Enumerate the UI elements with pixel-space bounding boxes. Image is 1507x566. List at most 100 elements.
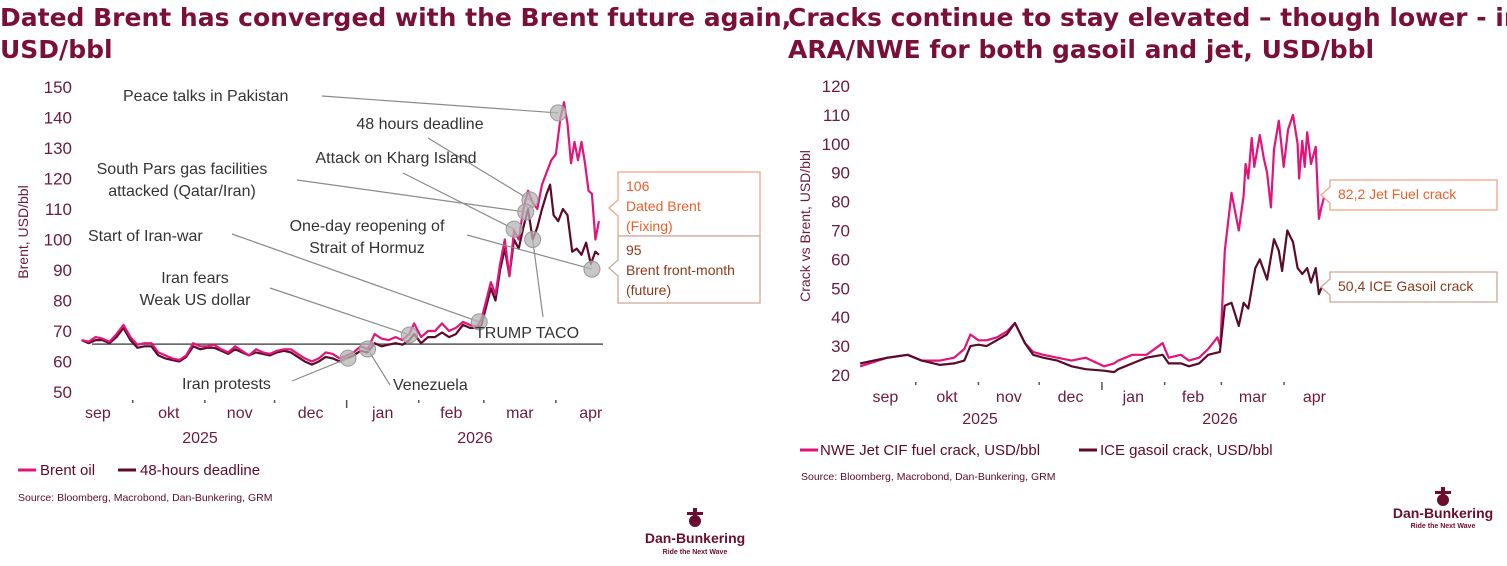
annotation-label: attacked (Qatar/Iran) bbox=[108, 183, 256, 200]
callout-text: 106 bbox=[626, 178, 650, 194]
y-tick-label: 50 bbox=[831, 279, 850, 298]
annotation-marker bbox=[470, 313, 488, 331]
y-tick-label: 50 bbox=[53, 383, 72, 402]
y-tick-label: 40 bbox=[831, 308, 850, 327]
annotation-leader-line bbox=[402, 172, 515, 230]
x-month-label: nov bbox=[227, 405, 253, 422]
legend-gasoil-crack: ICE gasoil crack, USD/bbl bbox=[1100, 442, 1273, 459]
annotation-leader-line bbox=[532, 239, 544, 318]
right-source: Source: Bloomberg, Macrobond, Dan-Bunker… bbox=[801, 471, 1055, 483]
y-tick-label: 100 bbox=[822, 135, 850, 154]
callout-box bbox=[608, 235, 761, 304]
callout-text: 82,2 Jet Fuel crack bbox=[1338, 186, 1457, 202]
annotation-marker bbox=[549, 104, 567, 122]
left-year-label-2025: 2025 bbox=[182, 430, 218, 447]
logo-mark-icon bbox=[1435, 487, 1451, 506]
x-month-label: apr bbox=[579, 405, 603, 422]
y-tick-label: 110 bbox=[823, 106, 850, 125]
right-legend: NWE Jet CIF fuel crack, USD/bbl ICE gaso… bbox=[800, 442, 1273, 459]
x-month-label: jan bbox=[371, 405, 393, 422]
left-year-label-2026: 2026 bbox=[457, 430, 493, 447]
legend-jet-crack: NWE Jet CIF fuel crack, USD/bbl bbox=[820, 442, 1040, 459]
x-month-label: nov bbox=[996, 389, 1022, 406]
y-tick-label: 110 bbox=[45, 200, 72, 219]
annotation-leader-line bbox=[231, 233, 480, 323]
left-series bbox=[81, 101, 600, 366]
annotation-marker bbox=[524, 231, 542, 248]
x-month-label: mar bbox=[506, 405, 534, 422]
annotation-label: Iran protests bbox=[182, 376, 271, 393]
callout-text: 95 bbox=[626, 242, 642, 258]
y-tick-label: 70 bbox=[53, 322, 72, 341]
annotation-label: Iran fears bbox=[161, 270, 229, 287]
y-tick-label: 100 bbox=[44, 231, 72, 250]
left-y-axis-title: Brent, USD/bbl bbox=[15, 185, 31, 278]
callout-text: Dated Brent bbox=[626, 198, 701, 214]
series-line-ice-gasoil-crack-usd-bbl bbox=[859, 229, 1325, 374]
logo-name: Dan-Bunkering bbox=[645, 530, 745, 546]
annotation-leader-line bbox=[296, 179, 526, 213]
y-tick-label: 120 bbox=[822, 77, 850, 96]
right-chart-title-line1: Cracks continue to stay elevated – thoug… bbox=[788, 3, 1507, 32]
logo-tagline: Ride the Next Wave bbox=[663, 549, 728, 556]
dan-bunkering-logo-right: Dan-Bunkering Ride the Next Wave bbox=[1393, 487, 1493, 530]
callout-box bbox=[1320, 271, 1498, 303]
y-tick-label: 90 bbox=[53, 261, 72, 280]
annotation-leader-line bbox=[321, 95, 559, 114]
annotation-label: Venezuela bbox=[393, 377, 468, 394]
left-x-axis: sep okt nov dec jan feb mar apr bbox=[85, 400, 603, 422]
y-tick-label: 130 bbox=[44, 139, 72, 158]
annotation-marker bbox=[505, 220, 523, 238]
right-series bbox=[859, 113, 1326, 374]
right-x-axis: sep okt nov dec jan feb mar apr bbox=[872, 382, 1327, 406]
annotation-leader-line bbox=[466, 234, 593, 270]
left-chart: Dated Brent has converged with the Brent… bbox=[0, 3, 791, 556]
left-chart-title-line1: Dated Brent has converged with the Brent… bbox=[0, 3, 791, 32]
right-year-label-2025: 2025 bbox=[962, 411, 998, 428]
series-line-brent-oil bbox=[81, 101, 600, 363]
series-line-nwe-jet-cif-fuel-crack-usd-bbl bbox=[859, 113, 1326, 368]
x-month-label: feb bbox=[440, 405, 462, 422]
x-month-label: okt bbox=[936, 389, 958, 406]
callout-box bbox=[608, 171, 761, 237]
annotation-label: Strait of Hormuz bbox=[309, 240, 425, 257]
left-legend: Brent oil 48-hours deadline bbox=[18, 462, 260, 479]
annotation-marker bbox=[339, 349, 357, 367]
annotation-leader-line bbox=[427, 137, 531, 201]
callout-text: (future) bbox=[626, 282, 671, 298]
logo-name: Dan-Bunkering bbox=[1393, 505, 1493, 521]
annotation-marker bbox=[517, 203, 535, 221]
left-source: Source: Bloomberg, Macrobond, Dan-Bunker… bbox=[18, 492, 272, 504]
callout-box bbox=[1320, 179, 1498, 211]
y-tick-label: 120 bbox=[44, 170, 72, 189]
annotation-label: South Pars gas facilities bbox=[97, 161, 268, 178]
x-month-label: dec bbox=[1058, 389, 1084, 406]
legend-48-hours-deadline: 48-hours deadline bbox=[140, 462, 260, 479]
right-year-label-2026: 2026 bbox=[1202, 411, 1238, 428]
y-tick-label: 70 bbox=[831, 222, 850, 241]
callout-text: 50,4 ICE Gasoil crack bbox=[1338, 278, 1474, 294]
y-tick-label: 30 bbox=[831, 337, 850, 356]
y-tick-label: 150 bbox=[44, 78, 72, 97]
annotation-marker bbox=[359, 340, 377, 358]
x-month-label: mar bbox=[1239, 389, 1267, 406]
right-y-tick-labels: 120 110 100 90 80 70 60 50 40 30 20 bbox=[822, 77, 850, 385]
x-month-label: feb bbox=[1182, 389, 1204, 406]
y-tick-label: 20 bbox=[831, 366, 850, 385]
right-callouts: 82,2 Jet Fuel crack 50,4 ICE Gasoil crack bbox=[1320, 179, 1498, 303]
y-tick-label: 60 bbox=[831, 250, 850, 269]
annotation-label: 48 hours deadline bbox=[356, 116, 483, 133]
y-tick-label: 80 bbox=[831, 193, 850, 212]
series-line-48-hours-deadline bbox=[81, 183, 600, 366]
x-month-label: okt bbox=[158, 405, 180, 422]
annotation-marker bbox=[400, 326, 418, 344]
y-tick-label: 140 bbox=[44, 109, 72, 128]
annotations: Peace talks in Pakistan 48 hours deadline… bbox=[88, 88, 601, 394]
dan-bunkering-logo-left: Dan-Bunkering Ride the Next Wave bbox=[645, 508, 745, 556]
right-chart: Cracks continue to stay elevated – thoug… bbox=[788, 3, 1507, 530]
annotation-label: Start of Iran-war bbox=[88, 228, 203, 245]
left-callouts: 106 Dated Brent (Fixing) 95 Brent front-mont… bbox=[608, 171, 761, 304]
logo-tagline: Ride the Next Wave bbox=[1411, 523, 1476, 530]
x-month-label: apr bbox=[1303, 389, 1327, 406]
